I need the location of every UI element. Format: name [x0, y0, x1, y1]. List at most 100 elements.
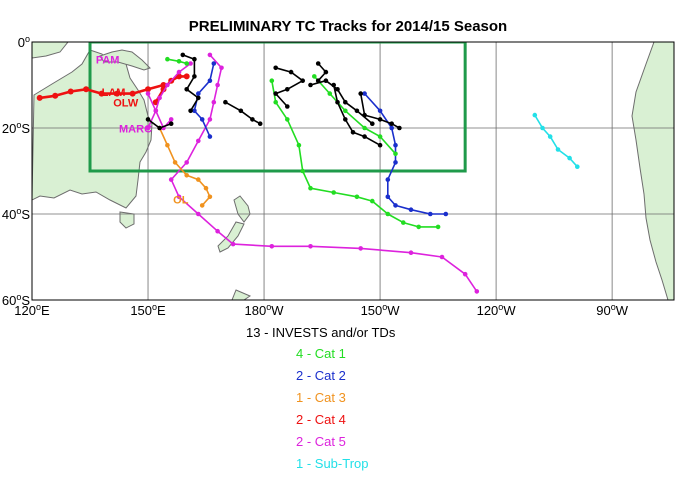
track-point [207, 78, 213, 83]
track-point [474, 289, 480, 294]
track-point [145, 117, 151, 122]
track-point [238, 108, 244, 114]
track-point [567, 155, 572, 161]
track-line [313, 75, 397, 155]
track-point [196, 177, 201, 182]
track-point [354, 194, 360, 200]
track-invest [273, 65, 306, 109]
track-point [555, 147, 561, 152]
track-point [165, 82, 170, 88]
track-point [416, 224, 422, 230]
track-point [184, 87, 189, 92]
track-point [203, 185, 209, 191]
track-point [435, 224, 441, 230]
track-point [207, 134, 213, 139]
track-invest [331, 82, 383, 148]
track-point [176, 69, 182, 75]
track-point [184, 173, 189, 178]
track-line [225, 101, 261, 125]
track-point [540, 125, 545, 131]
track-point [285, 104, 290, 109]
track-point [199, 117, 205, 122]
track-point [393, 142, 398, 148]
track-point [184, 61, 189, 66]
track-point [288, 69, 294, 75]
track-line [310, 79, 373, 125]
track-point [157, 95, 162, 101]
track-cat1 [165, 56, 189, 66]
track-point [153, 108, 159, 114]
track-point [323, 69, 329, 75]
track-point [335, 87, 340, 92]
track-point [343, 99, 348, 105]
track-point [269, 244, 275, 249]
track-invest [358, 91, 402, 131]
track-subtrop [532, 112, 580, 169]
track-point [389, 121, 395, 126]
track-line [332, 84, 381, 146]
track-point [358, 246, 364, 251]
track-point [215, 82, 220, 88]
indonesia-landmass [32, 42, 69, 59]
storm-label: MARC [119, 123, 152, 135]
lon-tick-label: 150oE [130, 302, 166, 318]
map-title: PRELIMINARY TC Tracks for 2014/15 Season [188, 18, 508, 35]
track-point [575, 164, 580, 169]
legend-cat4-label: 2 - Cat 4 [296, 412, 346, 427]
track-point [219, 65, 224, 71]
track-point [462, 271, 468, 277]
storm-label: OLW [113, 98, 139, 110]
track-invest [308, 78, 375, 126]
track-point [183, 73, 190, 80]
track-point [207, 117, 213, 122]
land-masses [32, 42, 674, 300]
track-point [370, 121, 375, 126]
track-cat5 [145, 91, 174, 131]
legend-cat3-label: 1 - Cat 3 [296, 390, 346, 405]
track-point [393, 203, 398, 208]
track-point [408, 207, 414, 212]
track-point [207, 194, 213, 200]
track-point [350, 130, 356, 135]
track-point [312, 74, 317, 79]
track-point [188, 61, 193, 66]
track-point [343, 108, 348, 114]
track-point [196, 211, 201, 217]
track-point [223, 99, 228, 105]
legend-invests-label: 13 - INVESTS and/or TDs [246, 325, 396, 340]
track-point [385, 177, 391, 182]
track-point [215, 228, 220, 234]
new-guinea-landmass [99, 49, 151, 71]
track-point [180, 52, 186, 58]
track-point [145, 86, 151, 93]
legend-subtrop-label: 1 - Sub-Trop [296, 456, 369, 471]
track-point [343, 117, 348, 122]
track-point [114, 90, 121, 97]
track-point [67, 88, 74, 95]
track-point [192, 56, 197, 62]
track-point [230, 241, 236, 247]
track-point [401, 220, 406, 225]
track-point [315, 78, 321, 83]
track-point [168, 177, 174, 182]
track-point [83, 86, 90, 93]
track-point [300, 78, 306, 83]
track-point [331, 82, 337, 88]
track-point [192, 108, 197, 114]
track-point [172, 160, 178, 165]
track-point [354, 108, 360, 114]
track-point [145, 91, 151, 96]
australia-landmass [32, 49, 153, 209]
lon-tick-label: 150oW [361, 302, 401, 318]
track-point [335, 99, 340, 105]
legend-cat5-label: 2 - Cat 5 [296, 434, 346, 449]
track-point [385, 211, 391, 217]
track-point [165, 142, 170, 148]
track-point [273, 65, 279, 71]
track-point [308, 244, 313, 249]
track-point [157, 125, 162, 131]
track-cat5 [168, 52, 480, 294]
track-point [296, 142, 302, 148]
track-point [327, 91, 333, 96]
